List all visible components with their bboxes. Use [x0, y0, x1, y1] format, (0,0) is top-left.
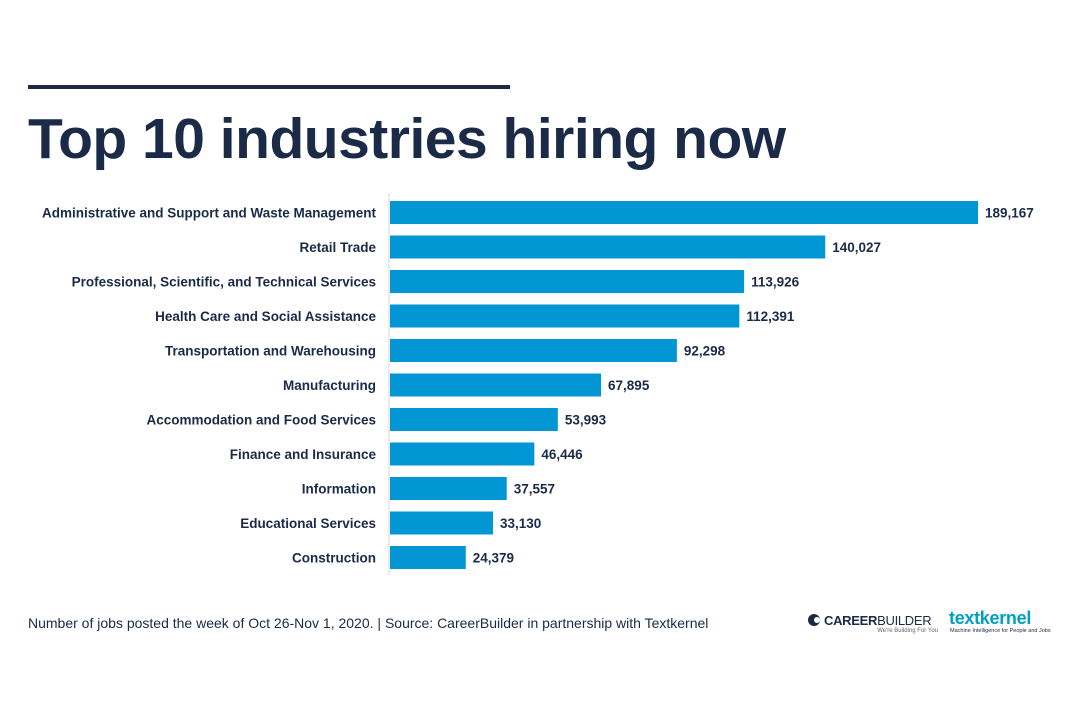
category-label: Finance and Insurance [230, 447, 377, 462]
bar [390, 408, 558, 431]
value-label: 92,298 [684, 344, 726, 359]
category-label: Accommodation and Food Services [146, 413, 376, 428]
page-title: Top 10 industries hiring now [28, 107, 786, 171]
value-label: 67,895 [608, 378, 650, 393]
source-footnote: Number of jobs posted the week of Oct 26… [28, 615, 709, 631]
bar [390, 304, 740, 328]
careerbuilder-tagline: We're Building For You [877, 628, 938, 634]
bars-group [390, 201, 978, 569]
textkernel-logo: textkernel Machine Intelligence for Peop… [949, 608, 1051, 638]
category-label: Educational Services [240, 516, 376, 531]
value-label: 46,446 [541, 447, 583, 462]
category-label: Retail Trade [299, 240, 376, 255]
value-label: 24,379 [473, 551, 514, 566]
category-label: Transportation and Warehousing [165, 344, 376, 359]
category-label: Manufacturing [283, 378, 376, 393]
category-label: Professional, Scientific, and Technical … [72, 275, 376, 290]
careerbuilder-logo: CAREER BUILDER We're Building For You [808, 611, 940, 637]
textkernel-tagline: Machine Intelligence for People and Jobs [950, 628, 1051, 634]
careerbuilder-logo-word-a: CAREER [824, 612, 878, 628]
textkernel-logo-word: textkernel [949, 608, 1032, 628]
category-labels-group: Administrative and Support and Waste Man… [42, 206, 377, 566]
title-rule [28, 85, 510, 89]
bar [390, 270, 745, 293]
bar [390, 511, 493, 535]
value-label: 112,391 [746, 309, 795, 324]
bar [390, 477, 507, 500]
category-label: Administrative and Support and Waste Man… [42, 206, 377, 221]
value-labels-group: 189,167 140,027 113,926 112,391 92,298 67,895… [473, 206, 1034, 566]
bar [390, 373, 602, 397]
value-label: 53,993 [565, 413, 607, 428]
bar [390, 201, 978, 224]
bar [390, 235, 826, 259]
bar [390, 339, 677, 362]
value-label: 189,167 [985, 206, 1034, 221]
value-label: 37,557 [514, 482, 555, 497]
bar [390, 442, 535, 466]
value-label: 140,027 [832, 240, 881, 255]
value-label: 33,130 [500, 516, 541, 531]
careerbuilder-logo-word-b: BUILDER [877, 612, 932, 628]
category-label: Health Care and Social Assistance [155, 309, 376, 324]
category-label: Construction [292, 551, 376, 566]
value-label: 113,926 [751, 275, 800, 290]
category-label: Information [302, 482, 376, 497]
careerbuilder-logo-icon [808, 614, 820, 626]
bar [390, 546, 466, 569]
